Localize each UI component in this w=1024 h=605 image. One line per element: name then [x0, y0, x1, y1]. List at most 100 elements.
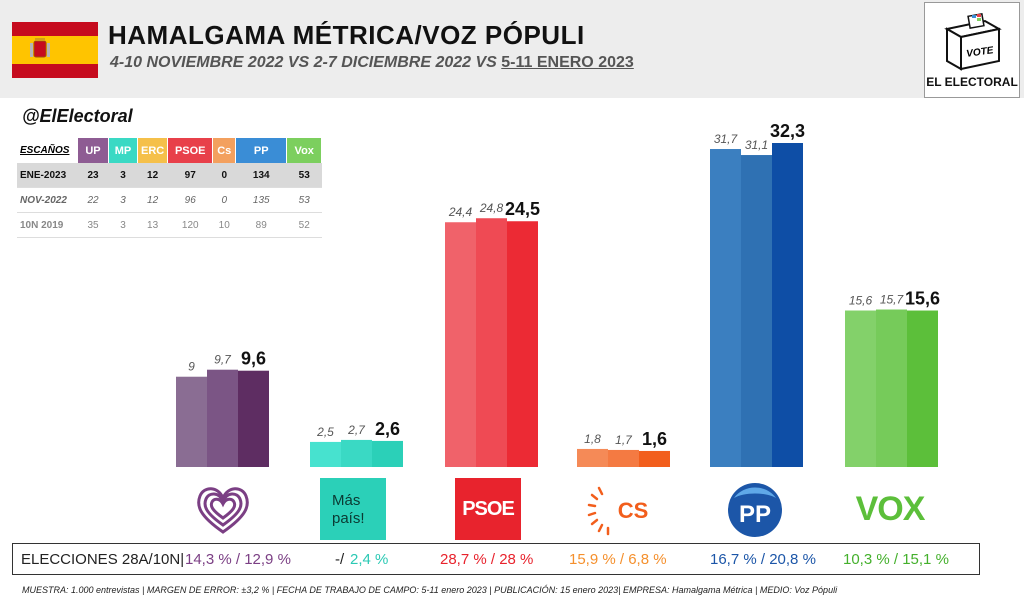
seats-cell: 120 — [167, 212, 213, 238]
seats-cell: 22 — [77, 187, 109, 213]
psoe-logo-text: PSOE — [462, 498, 515, 520]
seats-row-ene-2023: ENE-2023 23 3 12 97 0 134 53 — [17, 163, 322, 188]
pp-logo-text: PP — [739, 501, 771, 528]
page-title: HAMALGAMA MÉTRICA/VOZ PÓPULI — [108, 20, 585, 50]
seats-cell: 13 — [137, 212, 168, 238]
seats-cell: 53 — [286, 187, 322, 213]
bar-value-label: 15,7 — [880, 293, 905, 307]
bar-value-label: 1,6 — [642, 429, 667, 449]
elections-cs: 15,9 % / 6,8 % — [569, 551, 667, 568]
seats-cell: 0 — [212, 187, 236, 213]
logo-vote-text: VOTE — [966, 45, 995, 60]
bar-psoe-2 — [476, 218, 507, 467]
seats-cell: 12 — [137, 163, 168, 188]
bar-value-label: 9,6 — [241, 349, 266, 369]
bar-pp-1 — [710, 149, 741, 468]
footer-note: MUESTRA: 1.000 entrevistas | MARGEN DE E… — [22, 585, 838, 595]
seats-cell: 23 — [77, 163, 109, 188]
cs-logo-text: CS — [618, 498, 649, 523]
seats-cell: 96 — [167, 187, 213, 213]
bar-value-label: 31,7 — [714, 132, 739, 146]
seats-cell: 0 — [212, 163, 236, 188]
seats-row-nov-2022: NOV-2022 22 3 12 96 0 135 53 — [17, 187, 322, 213]
subtitle-period-3: 5-11 ENERO 2023 — [501, 54, 634, 71]
bar-pp-3 — [772, 143, 803, 467]
psoe-logo-icon: PSOE — [455, 478, 521, 540]
seats-row-label: NOV-2022 — [17, 187, 78, 213]
bar-value-label: 1,8 — [584, 432, 601, 446]
bar-más-país-1 — [310, 441, 341, 467]
seats-header-label: ESCAÑOS — [20, 144, 70, 156]
seats-cell: 3 — [108, 212, 138, 238]
seats-header-row: ESCAÑOS UP MP ERC PSOE Cs PP Vox — [17, 137, 323, 163]
elections-pp: 16,7 % / 20,8 % — [710, 551, 816, 568]
bar-value-label: 31,1 — [745, 138, 768, 152]
bar-value-label: 24,8 — [479, 201, 504, 215]
seats-party-pp: PP — [235, 137, 288, 163]
elections-label: ELECCIONES 28A/10N| — [21, 551, 185, 568]
bar-value-label: 15,6 — [849, 294, 873, 308]
bar-value-label: 15,6 — [905, 289, 940, 309]
subtitle-period-2: 2-7 DICIEMBRE 2022 — [313, 54, 472, 71]
vox-logo-text: VOX — [855, 490, 926, 528]
bar-value-label: 1,7 — [615, 433, 633, 447]
seats-cell: 52 — [286, 212, 322, 238]
bar-value-label: 2,7 — [347, 423, 366, 437]
bar-vox-1 — [845, 310, 876, 467]
bar-vox-2 — [876, 309, 907, 467]
seats-party-erc: ERC — [136, 137, 169, 163]
bar-value-label: 2,5 — [316, 425, 334, 439]
mas-pais-logo-icon: Más país! — [320, 478, 386, 540]
elections-psoe: 28,7 % / 28 % — [440, 551, 534, 568]
subtitle-vs-2: VS — [471, 54, 502, 71]
elections-results-bar: ELECCIONES 28A/10N| 14,3 % / 12,9 % -/ 2… — [12, 543, 980, 575]
logo-label: EL ELECTORAL — [926, 75, 1018, 89]
vox-logo-icon: VOX — [848, 478, 932, 540]
bar-value-label: 32,3 — [770, 121, 805, 141]
pp-logo-icon: PP — [728, 483, 782, 537]
bar-up-1 — [176, 376, 207, 467]
seats-cell: 89 — [235, 212, 287, 238]
bar-más-país-3 — [372, 440, 403, 467]
seats-cell: 53 — [286, 163, 322, 188]
bar-psoe-3 — [507, 221, 538, 467]
ballot-box-icon: VOTE — [944, 13, 1002, 71]
bar-value-label: 24,5 — [505, 199, 540, 219]
seats-row-label: ENE-2023 — [17, 163, 78, 188]
twitter-handle: @ElElectoral — [22, 106, 133, 126]
elections-vox: 10,3 % / 15,1 % — [843, 551, 949, 568]
mas-pais-text-2: país! — [332, 510, 365, 527]
bar-psoe-1 — [445, 222, 476, 467]
bar-value-label: 24,4 — [448, 205, 473, 219]
bar-pp-2 — [741, 155, 772, 467]
seats-party-vox: Vox — [286, 137, 323, 163]
spain-flag-icon — [12, 22, 98, 78]
seats-cell: 97 — [167, 163, 213, 188]
seats-table: ESCAÑOS UP MP ERC PSOE Cs PP Vox ENE-202… — [17, 137, 323, 238]
bar-value-label: 9 — [188, 360, 195, 374]
bar-cs-1 — [577, 448, 608, 467]
seats-cell: 12 — [137, 187, 168, 213]
elections-up: 14,3 % / 12,9 % — [185, 551, 291, 568]
page-subtitle: 4-10 NOVIEMBRE 2022 VS 2-7 DICIEMBRE 202… — [110, 54, 634, 72]
subtitle-vs-1: VS — [283, 54, 314, 71]
seats-cell: 10 — [212, 212, 236, 238]
bar-más-país-2 — [341, 439, 372, 467]
el-electoral-logo: VOTE EL ELECTORAL — [924, 2, 1020, 98]
bar-up-2 — [207, 369, 238, 467]
seats-party-psoe: PSOE — [167, 137, 214, 163]
header-band — [0, 0, 1024, 98]
bar-vox-3 — [907, 310, 938, 467]
seats-row-label: 10N 2019 — [17, 212, 78, 238]
seats-row-10n-2019: 10N 2019 35 3 13 120 10 89 52 — [17, 212, 322, 238]
bar-up-3 — [238, 370, 269, 467]
seats-party-mp: MP — [108, 137, 138, 163]
bar-value-label: 2,6 — [375, 419, 400, 439]
elections-mp: 2,4 % — [350, 551, 389, 568]
podemos-heart-logo-icon — [197, 487, 249, 534]
elections-mp-dash: -/ — [335, 551, 345, 568]
seats-cell: 3 — [108, 187, 138, 213]
subtitle-period-1: 4-10 NOVIEMBRE 2022 — [110, 54, 284, 71]
bar-cs-2 — [608, 449, 639, 467]
